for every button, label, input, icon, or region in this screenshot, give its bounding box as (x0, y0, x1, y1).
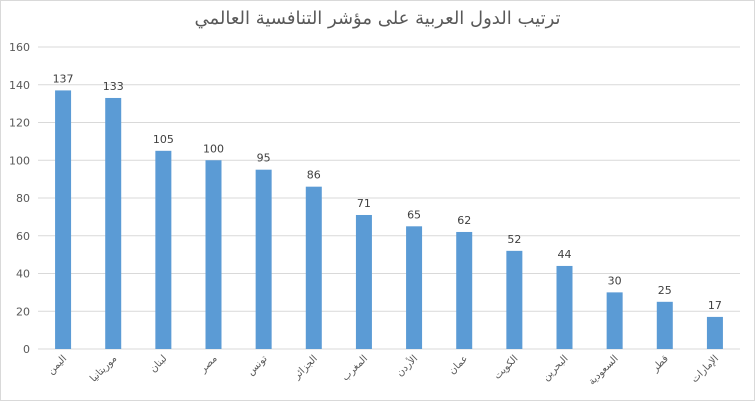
y-tick-label: 160 (9, 41, 30, 54)
x-tick-label: الكويت (492, 353, 520, 381)
data-label: 65 (407, 208, 421, 221)
x-tick-label: تونس (245, 353, 270, 378)
x-tick-label: قطر (649, 353, 671, 375)
bar (155, 150, 172, 349)
bars (55, 90, 723, 350)
bar (556, 265, 573, 349)
y-tick-label: 60 (16, 230, 30, 243)
y-tick-label: 40 (16, 268, 30, 281)
data-label: 44 (558, 248, 572, 261)
data-labels: 137 133 105 100 95 86 71 65 62 52 44 30 25 17 (53, 72, 722, 312)
data-label: 52 (507, 233, 521, 246)
data-label: 25 (658, 284, 672, 297)
bar (255, 169, 272, 349)
data-label: 86 (307, 169, 321, 182)
data-label: 17 (708, 299, 722, 312)
data-label: 30 (608, 274, 622, 287)
bar (105, 97, 122, 350)
data-label: 95 (257, 152, 271, 165)
data-label: 62 (457, 214, 471, 227)
x-tick-label: عمان (447, 353, 470, 376)
x-axis-labels: اليمن موريتانيا لبنان مصر تونس الجزائر المغرب ا… (46, 352, 721, 388)
y-tick-label: 20 (16, 305, 30, 318)
bar (706, 316, 723, 349)
bar (305, 186, 322, 349)
x-tick-label: لبنان (148, 353, 170, 375)
chart-title: ترتيب الدول العربية على مؤشر التنافسية ا… (194, 8, 561, 29)
data-label: 137 (53, 72, 74, 85)
data-label: 105 (153, 133, 174, 146)
bar (606, 292, 623, 349)
y-tick-label: 100 (9, 154, 30, 167)
bar (55, 90, 72, 349)
x-tick-label: اليمن (46, 353, 70, 377)
data-label: 133 (103, 80, 124, 93)
x-tick-label: البحرين (541, 353, 571, 383)
y-tick-label: 0 (23, 343, 30, 356)
bar (205, 160, 222, 349)
x-tick-label: السعودية (587, 353, 621, 387)
y-tick-label: 140 (9, 79, 30, 92)
y-tick-label: 120 (9, 117, 30, 130)
x-tick-label: المغرب (340, 353, 370, 383)
gridlines (38, 46, 740, 350)
bar (406, 226, 423, 349)
bar (355, 214, 372, 349)
data-label: 71 (357, 197, 371, 210)
bar (456, 231, 473, 349)
bar (506, 250, 523, 349)
y-axis-ticks: 0 20 40 60 80 100 120 140 160 (9, 41, 30, 356)
x-tick-label: مصر (197, 353, 219, 375)
x-tick-label: الجزائر (291, 353, 320, 382)
x-tick-label: الأردن (393, 352, 420, 379)
x-tick-label: الإمارات (689, 353, 721, 385)
bar (656, 301, 673, 349)
y-tick-label: 80 (16, 192, 30, 205)
x-tick-label: موريتانيا (88, 353, 119, 384)
data-label: 100 (203, 142, 224, 155)
